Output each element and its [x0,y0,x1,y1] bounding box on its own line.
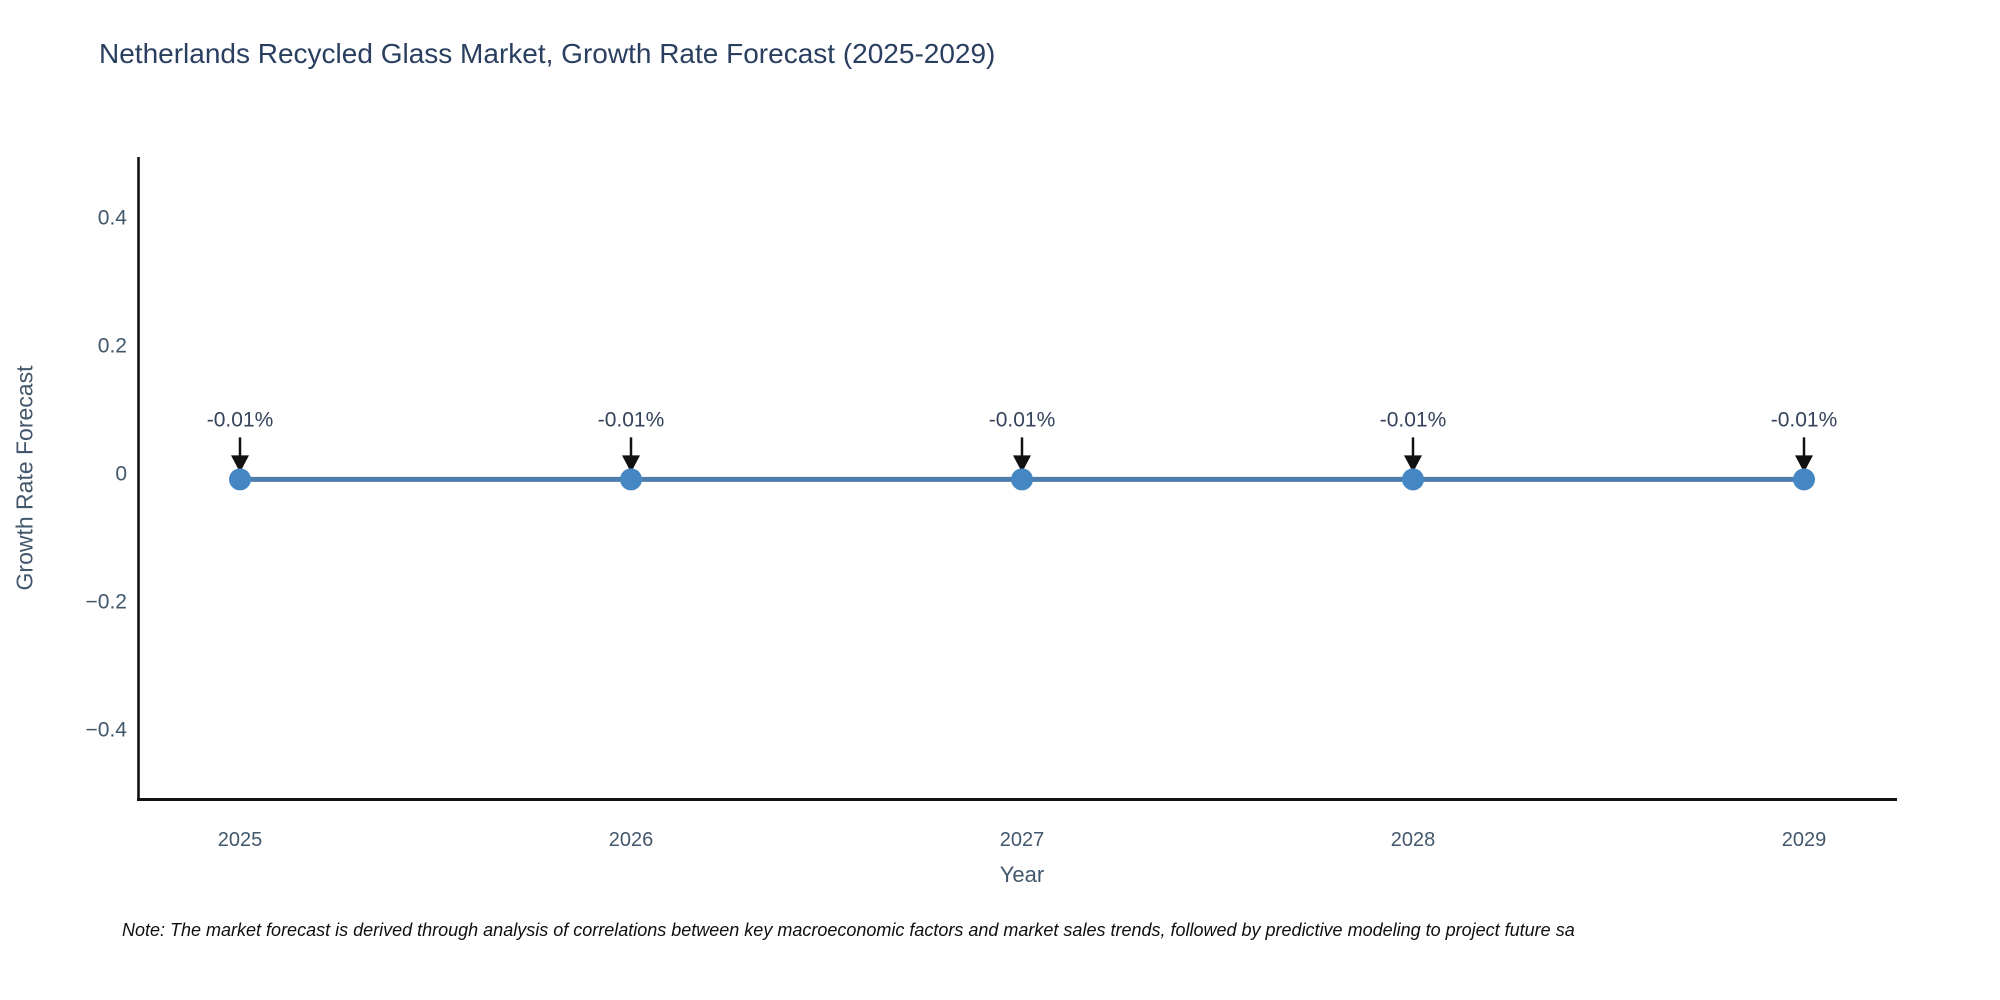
x-tick-label: 2026 [609,829,654,851]
x-tick-label: 2029 [1782,829,1827,851]
data-point-marker[interactable] [229,468,251,491]
annotation-label: -0.01% [1771,408,1838,431]
annotation-arrowhead [1404,455,1422,473]
y-tick-label: 0.4 [98,206,128,229]
data-point-marker[interactable] [1793,468,1815,491]
data-point-marker[interactable] [1011,468,1033,491]
annotation-arrowhead [622,455,640,473]
y-tick-label: 0 [115,462,127,485]
y-axis-title: Growth Rate Forecast [11,365,38,591]
annotation-label: -0.01% [989,408,1056,431]
y-tick-label: 0.2 [98,334,127,357]
x-axis-title: Year [999,862,1045,887]
data-point-marker[interactable] [620,468,642,491]
x-tick-label: 2025 [218,829,263,851]
x-tick-label: 2028 [1391,829,1436,851]
annotation-label: -0.01% [1380,408,1447,431]
chart-title: Netherlands Recycled Glass Market, Growt… [99,38,996,69]
y-tick-label: −0.2 [86,590,127,613]
annotation-label: -0.01% [598,408,665,431]
y-tick-label: −0.4 [86,718,128,741]
annotation-arrowhead [231,455,249,473]
x-tick-label: 2027 [1000,829,1045,851]
annotation-arrowhead [1013,455,1031,473]
data-point-marker[interactable] [1402,468,1424,491]
annotation-label: -0.01% [207,408,274,431]
annotation-arrowhead [1795,455,1813,473]
footnote: Note: The market forecast is derived thr… [122,920,1575,940]
